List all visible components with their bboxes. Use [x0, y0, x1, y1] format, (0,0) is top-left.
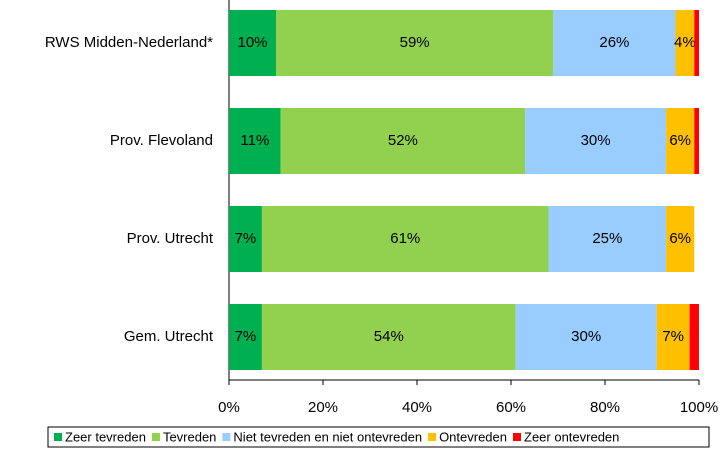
data-label: 4%	[674, 34, 696, 51]
x-tick-label: 20%	[308, 399, 338, 416]
data-label: 7%	[235, 230, 257, 247]
data-label: 30%	[571, 328, 601, 345]
bar-segment	[229, 304, 262, 370]
bar-segment	[666, 206, 695, 272]
bar-segment	[280, 108, 526, 174]
data-label: 25%	[592, 230, 622, 247]
bar-segment	[229, 108, 281, 174]
legend-swatch	[151, 433, 160, 441]
data-label: 52%	[388, 132, 418, 149]
data-label: 30%	[581, 132, 611, 149]
x-tick-label: 0%	[218, 399, 240, 416]
bar-segment	[675, 10, 695, 76]
bar-segment	[525, 108, 667, 174]
data-label: 7%	[662, 328, 684, 345]
legend-label: Zeer ontevreden	[524, 429, 619, 444]
legend-swatch	[513, 433, 521, 441]
y-tick-label: Gem. Utrecht	[124, 328, 214, 345]
y-tick-label: Prov. Utrecht	[127, 230, 214, 247]
data-label: 10%	[237, 34, 267, 51]
bar-segment	[261, 206, 549, 272]
legend-box	[47, 426, 710, 448]
legend-label: Tevreden	[163, 429, 216, 444]
data-label: 59%	[400, 34, 430, 51]
data-label: 7%	[235, 328, 257, 345]
legend-swatch	[54, 433, 62, 441]
x-tick-label: 80%	[590, 399, 620, 416]
bar-segment	[666, 108, 695, 174]
data-label: 26%	[599, 34, 629, 51]
x-tick-label: 60%	[496, 399, 526, 416]
bar-segment	[229, 206, 262, 272]
data-label: 11%	[240, 132, 269, 149]
bar-segment	[515, 304, 657, 370]
bar-segment	[694, 10, 699, 76]
legend-swatch	[222, 433, 231, 441]
data-label: 61%	[390, 230, 420, 247]
y-tick-label: Prov. Flevoland	[110, 132, 213, 149]
y-tick-label: RWS Midden-Nederland*	[45, 34, 213, 51]
bar-segment	[548, 206, 667, 272]
legend-label: Niet tevreden en niet ontevreden	[233, 429, 422, 444]
bar-segment	[689, 304, 699, 370]
legend-label: Zeer tevreden	[65, 429, 146, 444]
x-tick-label: 40%	[402, 399, 432, 416]
x-tick-label: 100%	[680, 399, 718, 416]
data-label: 54%	[374, 328, 404, 345]
bar-segment	[276, 10, 554, 76]
legend-label: Ontevreden	[439, 429, 507, 444]
data-label: 6%	[669, 132, 691, 149]
bar-segment	[656, 304, 690, 370]
bar-segment	[694, 108, 699, 174]
bar-segment	[261, 304, 516, 370]
bar-segment	[553, 10, 676, 76]
legend-swatch	[428, 433, 437, 441]
bar-segment	[229, 10, 276, 76]
data-label: 6%	[669, 230, 691, 247]
